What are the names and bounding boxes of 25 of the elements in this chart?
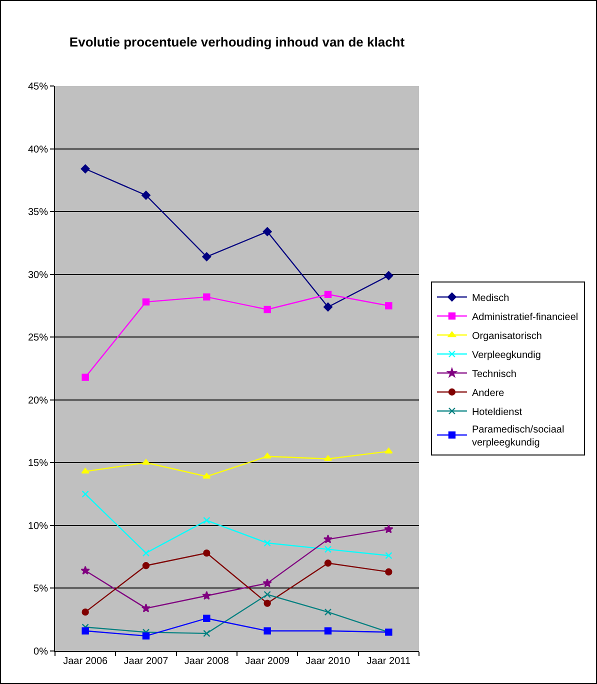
legend-label: Medisch <box>472 292 510 304</box>
legend-label: Technisch <box>472 368 516 380</box>
chart-title: Evolutie procentuele verhouding inhoud van de klacht <box>69 34 406 50</box>
legend-label: Hoteldienst <box>472 406 522 418</box>
x-tick-label: Jaar 2006 <box>63 656 108 667</box>
x-tick-label: Jaar 2011 <box>366 656 411 667</box>
y-tick-label: 40% <box>28 144 48 156</box>
legend-label: Organisatorisch <box>472 330 542 342</box>
y-tick-label: 0% <box>34 646 48 658</box>
y-tick-label: 5% <box>34 584 48 595</box>
x-tick-label: Jaar 2009 <box>245 656 290 667</box>
legend-label: Paramedisch/sociaal verpleegkundig <box>472 424 564 448</box>
legend-label: Administratief-financieel <box>472 312 578 323</box>
x-tick-label: Jaar 2010 <box>306 656 351 667</box>
y-tick-label: 30% <box>28 270 48 281</box>
x-tick-label: Jaar 2007 <box>124 656 169 667</box>
legend-label: Andere <box>472 388 505 399</box>
y-tick-label: 20% <box>28 395 48 406</box>
y-tick-label: 25% <box>28 332 48 344</box>
x-tick-label: Jaar 2008 <box>184 656 230 667</box>
y-tick-label: 45% <box>28 82 48 92</box>
y-tick-label: 10% <box>28 520 48 532</box>
legend-label: Verpleegkundig <box>472 350 541 361</box>
y-tick-label: 15% <box>28 458 48 470</box>
y-tick-label: 35% <box>28 207 48 218</box>
